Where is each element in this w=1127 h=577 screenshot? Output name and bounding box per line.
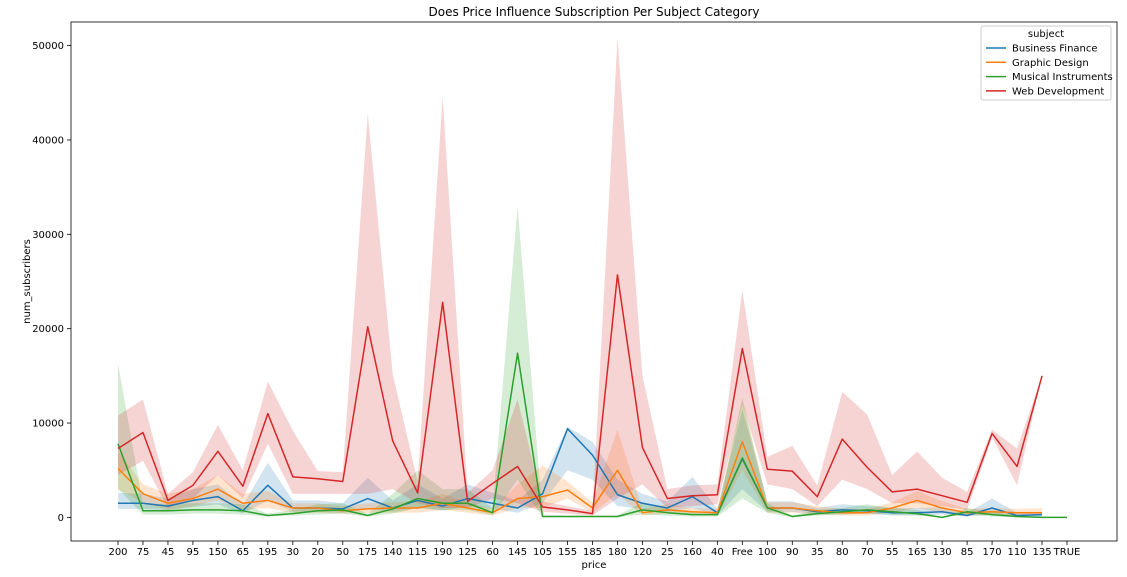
- y-tick-label: 50000: [32, 41, 64, 52]
- x-tick-label: 40: [711, 547, 724, 558]
- web-development-band: [118, 38, 1043, 516]
- x-tick-label: 135: [1032, 547, 1051, 558]
- y-axis: 0 10000 20000 30000 40000 50000: [32, 41, 71, 524]
- x-tick-label: 50: [336, 547, 349, 558]
- business-finance-line: [118, 427, 1043, 517]
- x-tick-label: 75: [137, 547, 150, 558]
- x-tick-label: 150: [208, 547, 227, 558]
- x-tick-label: 85: [961, 547, 974, 558]
- plot-area-frame: [70, 21, 1118, 542]
- y-tick-label: 30000: [32, 230, 64, 241]
- web-development-line: [117, 274, 1043, 515]
- x-tick-label: TRUE: [1053, 547, 1081, 558]
- confidence-bands: [118, 38, 1067, 518]
- y-tick-label: 10000: [32, 419, 64, 430]
- x-tick-label: 165: [908, 547, 927, 558]
- legend-box: [980, 25, 1112, 101]
- x-tick-label: 115: [408, 547, 427, 558]
- x-tick-label: 55: [886, 547, 899, 558]
- y-tick-label: 20000: [32, 324, 64, 335]
- x-tick-label: 25: [661, 547, 674, 558]
- graphic-design-line: [117, 441, 1043, 514]
- x-tick-label: 185: [583, 547, 602, 558]
- x-tick-label: 60: [486, 547, 499, 558]
- business-finance-band: [118, 408, 1043, 518]
- legend-label-graphic-design: Graphic Design: [1012, 58, 1089, 69]
- x-tick-label: 160: [683, 547, 702, 558]
- x-tick-label: 195: [258, 547, 277, 558]
- x-tick-label: 130: [933, 547, 952, 558]
- y-tick-label: 40000: [32, 135, 64, 146]
- x-tick-label: 45: [162, 547, 175, 558]
- x-tick-label: 90: [786, 547, 799, 558]
- x-tick-label: 95: [187, 547, 200, 558]
- x-tick-label: 65: [237, 547, 250, 558]
- x-tick-label: 110: [1008, 547, 1027, 558]
- x-tick-label: 170: [983, 547, 1002, 558]
- series-lines: [117, 274, 1067, 519]
- x-tick-label: 100: [758, 547, 777, 558]
- musical-instruments-line: [117, 352, 1067, 519]
- legend-label-business-finance: Business Finance: [1012, 44, 1098, 55]
- y-tick-label: 0: [58, 513, 64, 524]
- x-axis-label: price: [582, 560, 607, 571]
- x-tick-label: 155: [558, 547, 577, 558]
- x-tick-label: 105: [533, 547, 552, 558]
- x-tick-label: 200: [108, 547, 127, 558]
- x-tick-label: 120: [633, 547, 652, 558]
- graphic-design-band: [118, 402, 1043, 516]
- x-tick-label: 190: [433, 547, 452, 558]
- x-tick-label: 180: [608, 547, 627, 558]
- x-tick-label: 80: [836, 547, 849, 558]
- x-tick-label: 35: [811, 547, 824, 558]
- x-tick-label: Free: [732, 547, 753, 558]
- x-axis: 200 75 45 95 150 65 195 30 20 50 175 140 115 190 125 60…: [108, 541, 1080, 558]
- x-tick-label: 145: [508, 547, 527, 558]
- legend-label-musical-instruments: Musical Instruments: [1012, 72, 1113, 83]
- x-tick-label: 20: [311, 547, 324, 558]
- y-axis-label: num_subscribers: [22, 239, 33, 324]
- x-tick-label: 140: [383, 547, 402, 558]
- chart-title: Does Price Influence Subscription Per Su…: [428, 5, 759, 19]
- x-tick-label: 70: [861, 547, 874, 558]
- x-tick-label: 30: [286, 547, 299, 558]
- legend-label-web-development: Web Development: [1012, 86, 1104, 97]
- x-tick-label: 125: [458, 547, 477, 558]
- x-tick-label: 175: [358, 547, 377, 558]
- legend-title: subject: [1028, 29, 1064, 40]
- legend: subject Business Finance Graphic Design Mu…: [980, 25, 1113, 101]
